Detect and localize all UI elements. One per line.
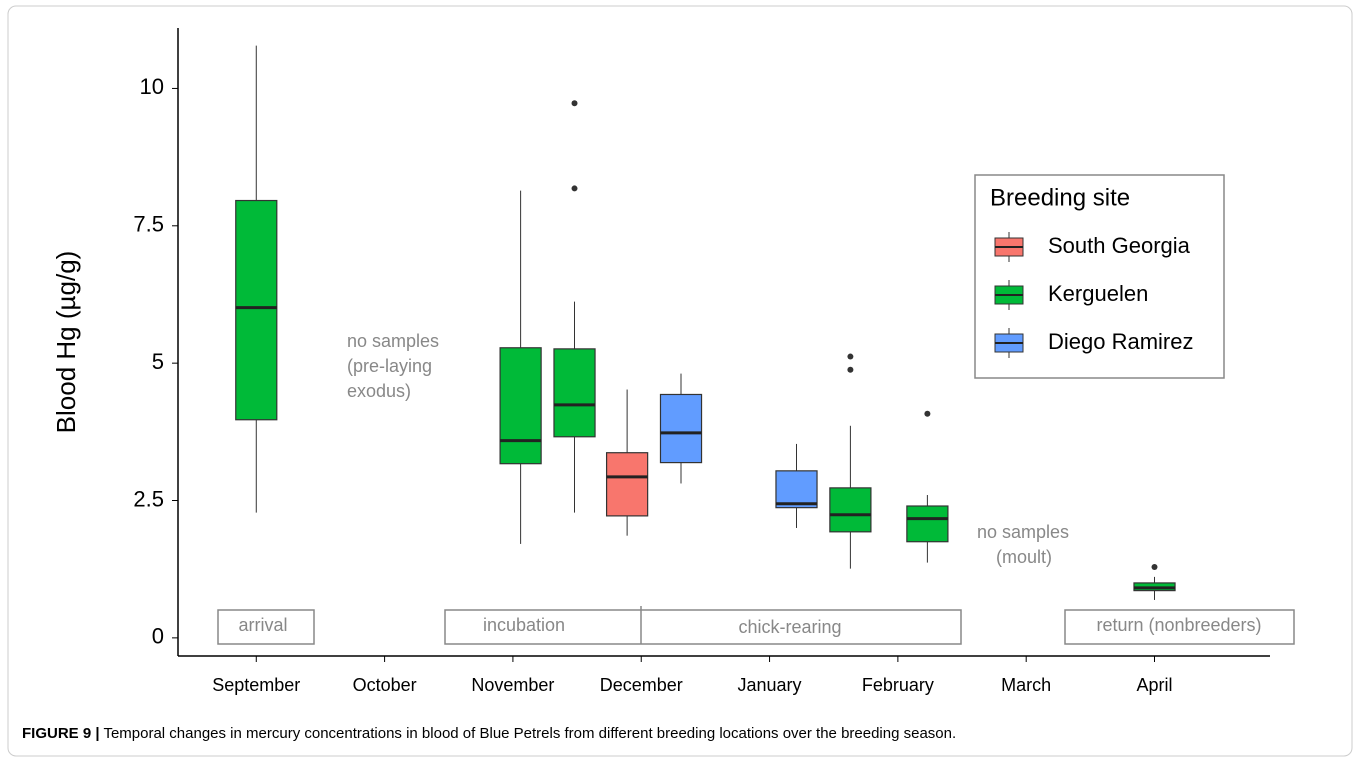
box (605, 452, 649, 517)
box (829, 487, 872, 533)
annotation: exodus) (347, 381, 411, 401)
caption-label: FIGURE 9 | (22, 725, 100, 742)
outlier (847, 353, 854, 360)
y-tick-label: 10 (140, 74, 164, 99)
x-tick-label: February (862, 675, 934, 695)
caption-text: Temporal changes in mercury concentratio… (100, 725, 957, 742)
phase-box (1064, 609, 1295, 645)
annotation: (moult) (996, 547, 1052, 567)
box (235, 199, 278, 421)
y-tick-label: 7.5 (133, 212, 164, 237)
outlier (1151, 563, 1158, 570)
legend-label: Diego Ramirez (1048, 329, 1194, 354)
phase-box (444, 609, 962, 645)
phase-label: arrival (238, 615, 287, 635)
box (499, 347, 542, 465)
outlier (847, 366, 854, 373)
x-tick-label: October (353, 675, 417, 695)
legend-label: South Georgia (1048, 233, 1191, 258)
y-tick-label: 0 (152, 624, 164, 649)
outlier (924, 410, 931, 417)
x-tick-label: November (471, 675, 554, 695)
y-tick-label: 2.5 (133, 486, 164, 511)
phase-label: return (nonbreeders) (1096, 615, 1261, 635)
box (553, 348, 596, 438)
legend-label: Kerguelen (1048, 281, 1148, 306)
y-axis-title: Blood Hg (µg/g) (51, 251, 81, 434)
x-tick-label: April (1137, 675, 1173, 695)
x-tick-label: September (212, 675, 300, 695)
annotation: no samples (347, 331, 439, 351)
annotation: no samples (977, 522, 1069, 542)
outlier (571, 100, 578, 107)
phase-label: chick-rearing (738, 617, 841, 637)
x-tick-label: January (738, 675, 802, 695)
box (659, 393, 703, 464)
x-tick-label: March (1001, 675, 1051, 695)
phase-label: incubation (483, 615, 565, 635)
phase-box (217, 609, 315, 645)
caption: FIGURE 9 | Temporal changes in mercury c… (22, 725, 956, 742)
x-tick-label: December (600, 675, 683, 695)
phase-boxes (217, 606, 1295, 645)
legend-title: Breeding site (990, 184, 1130, 211)
annotation: (pre-laying (347, 356, 432, 376)
box (906, 505, 949, 543)
y-tick-label: 5 (152, 349, 164, 374)
outlier (571, 185, 578, 192)
box (775, 470, 818, 509)
frame (7, 5, 1353, 757)
